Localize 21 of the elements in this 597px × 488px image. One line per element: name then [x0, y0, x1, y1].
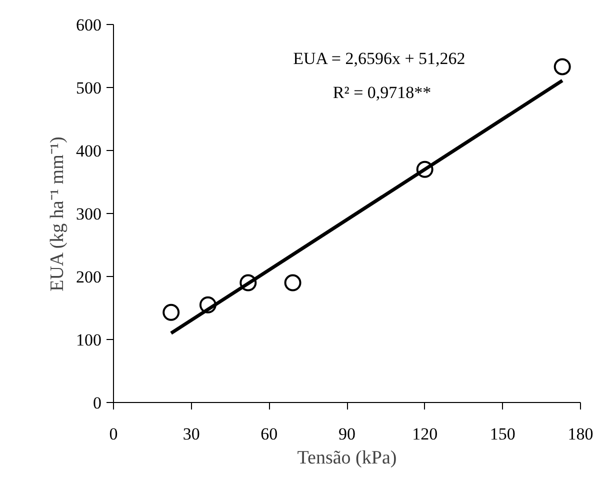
x-axis-title: Tensão (kPa) [297, 448, 397, 468]
y-tick-label: 200 [76, 268, 102, 286]
y-axis-title: EUA (kg ha⁻¹ mm⁻¹) [47, 136, 68, 292]
annotation: EUA = 2,6596x + 51,262 [293, 49, 466, 68]
y-tick-label: 0 [93, 394, 102, 412]
y-tick-label: 100 [76, 330, 102, 350]
x-tick-label: 120 [412, 424, 438, 444]
annotation: R² = 0,9718** [332, 83, 432, 102]
x-tick-label: 180 [568, 424, 594, 444]
y-tick-label: 300 [76, 204, 102, 224]
x-tick-label: 60 [260, 424, 278, 444]
x-tick-label: 150 [490, 424, 516, 444]
point [554, 58, 571, 76]
point [284, 274, 302, 292]
x-tick-label: 90 [338, 424, 356, 444]
y-tick-label: 600 [76, 16, 102, 34]
x-tick-label: 0 [109, 424, 118, 444]
y-tick-label: 400 [76, 142, 102, 160]
y-tick-label: 500 [76, 78, 102, 98]
point [162, 304, 180, 321]
x-tick-label: 30 [182, 424, 200, 444]
